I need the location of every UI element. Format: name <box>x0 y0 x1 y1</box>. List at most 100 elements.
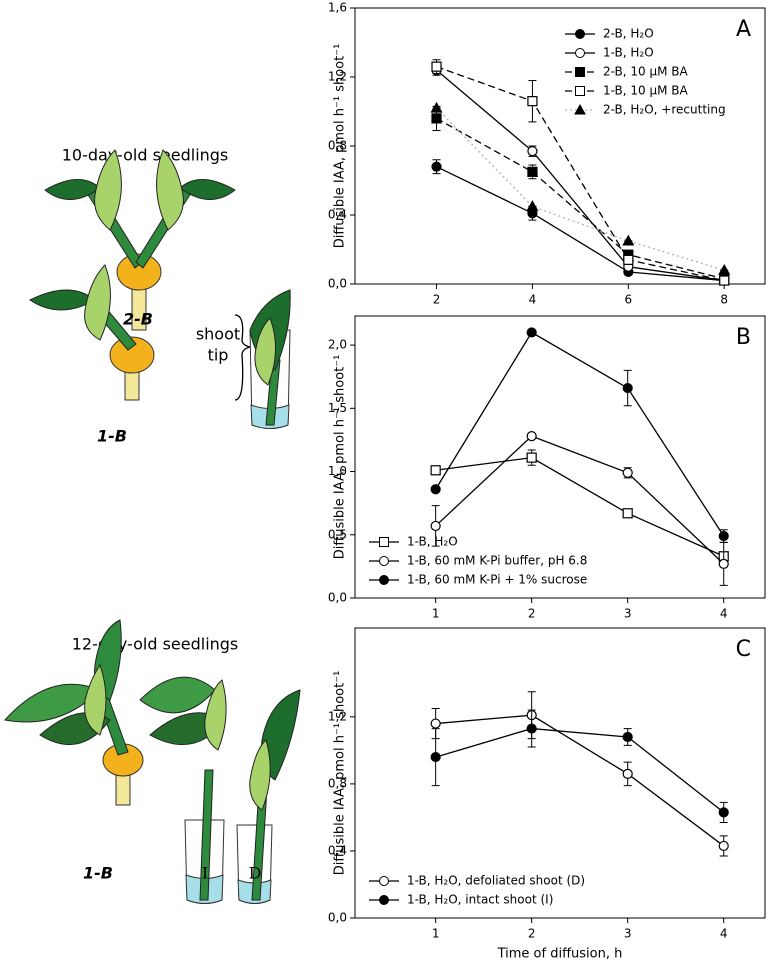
y-tick-label: 1,5 <box>328 401 347 415</box>
plant-12day <box>4 619 301 904</box>
marker <box>623 254 634 265</box>
annotation: shoot <box>196 325 240 344</box>
marker <box>527 96 538 107</box>
x-tick-label: 2 <box>528 927 536 941</box>
legend-marker <box>379 895 389 905</box>
x-tick-label: 1 <box>432 927 440 941</box>
marker <box>431 113 442 124</box>
marker <box>622 382 633 394</box>
marker <box>718 530 729 542</box>
marker <box>526 452 537 463</box>
series-line <box>436 166 725 282</box>
shoot-tip-cup <box>249 289 291 429</box>
marker <box>430 465 441 476</box>
marker <box>622 467 633 478</box>
illustration: 10-day-old seedlings 2-B 1-B shoot tip <box>4 146 301 904</box>
marker <box>718 840 729 852</box>
x-tick-label: 4 <box>529 293 537 307</box>
legend-marker <box>379 556 389 566</box>
marker <box>430 101 443 113</box>
panel-letter: B <box>736 325 751 350</box>
x-tick-label: 6 <box>625 293 633 307</box>
annotation: tip <box>208 346 229 365</box>
plot-frame <box>354 627 766 919</box>
plant-label: 2-B <box>123 310 153 329</box>
y-axis-label: Diffusible IAA, pmol h⁻¹ shoot⁻¹ <box>333 44 348 249</box>
plant-label: I <box>202 864 208 883</box>
x-tick-label: 1 <box>432 607 440 621</box>
marker <box>527 166 538 177</box>
series-line <box>436 107 725 271</box>
series-line <box>436 117 725 280</box>
panel-letter: C <box>736 637 751 662</box>
y-tick-label: 1,2 <box>328 70 347 84</box>
legend-marker <box>379 537 389 547</box>
marker <box>526 431 537 442</box>
y-tick-label: 1,6 <box>328 1 347 15</box>
marker <box>526 723 537 734</box>
plant-label: 1-B <box>97 427 127 446</box>
y-tick-label: 1,0 <box>328 464 347 478</box>
y-tick-label: 0,0 <box>328 277 347 291</box>
marker <box>431 161 442 172</box>
x-axis-label: Time of diffusion, h <box>497 947 623 962</box>
marker <box>527 146 538 157</box>
legend-marker <box>379 876 389 886</box>
x-tick-label: 3 <box>624 607 632 621</box>
series-line <box>435 727 725 813</box>
legend-marker <box>575 29 585 39</box>
plant-label: 1-B <box>83 864 113 883</box>
x-tick-label: 4 <box>720 927 728 941</box>
x-tick-label: 2 <box>433 293 441 307</box>
marker <box>431 61 442 72</box>
series-line <box>436 69 725 282</box>
plant-1b <box>29 264 155 401</box>
y-tick-label: 0,8 <box>328 139 347 153</box>
illustration-title: 10-day-old seedlings <box>62 146 229 165</box>
x-tick-label: 8 <box>720 293 728 307</box>
legend-marker <box>574 103 586 115</box>
y-tick-label: 0,8 <box>328 776 347 790</box>
marker <box>430 484 441 495</box>
plant-label: D <box>249 864 262 883</box>
series-line <box>435 331 725 537</box>
legend-label: 1-B, 60 mM K-Pi + 1% sucrose <box>407 573 587 587</box>
marker <box>719 275 730 286</box>
series-line <box>435 714 725 847</box>
marker <box>430 520 441 532</box>
y-axis-label: Diffusible IAA, pmol h⁻¹ shoot⁻¹ <box>333 671 348 876</box>
marker <box>718 263 731 275</box>
y-tick-label: 0,4 <box>328 843 347 857</box>
legend-marker <box>575 67 585 77</box>
marker <box>718 807 729 818</box>
legend-label: 1-B, H₂O, defoliated shoot (D) <box>407 874 585 888</box>
x-tick-label: 4 <box>720 607 728 621</box>
legend-label: 1-B, H₂O, intact shoot (I) <box>407 893 553 907</box>
series-line <box>435 456 724 557</box>
legend-label: 1-B, 10 µM BA <box>603 84 689 98</box>
legend-marker <box>379 575 389 585</box>
x-tick-label: 3 <box>624 927 632 941</box>
legend-label: 1-B, H₂O <box>603 46 654 60</box>
marker <box>526 200 539 211</box>
y-tick-label: 0,4 <box>328 208 347 222</box>
x-tick-label: 2 <box>528 607 536 621</box>
y-tick-label: 2,0 <box>328 338 347 352</box>
marker <box>430 751 441 763</box>
y-tick-label: 0,0 <box>328 911 347 925</box>
legend-label: 2-B, H₂O, +recutting <box>603 103 726 117</box>
illustration-title: 12-day-old seedlings <box>72 635 239 654</box>
legend-marker <box>575 86 585 96</box>
marker <box>622 768 633 779</box>
series-line <box>436 66 725 282</box>
marker <box>622 234 635 246</box>
legend-label: 2-B, 10 µM BA <box>603 65 689 79</box>
legend-label: 2-B, H₂O <box>603 27 654 41</box>
legend-label: 1-B, 60 mM K-Pi buffer, pH 6.8 <box>407 554 587 568</box>
legend-label: 1-B, H₂O <box>407 535 458 549</box>
panel-letter: A <box>736 17 751 42</box>
y-tick-label: 0,5 <box>328 527 347 541</box>
marker <box>718 558 729 569</box>
plot-frame <box>354 315 766 599</box>
